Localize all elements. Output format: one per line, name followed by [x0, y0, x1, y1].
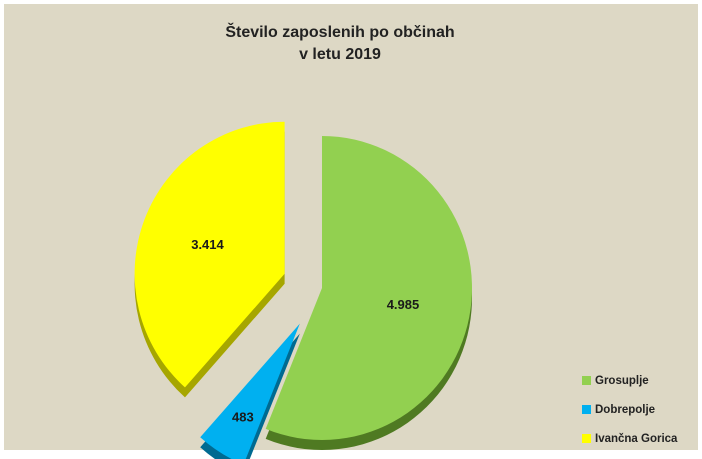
legend-swatch-dobrepolje — [582, 405, 591, 414]
legend-item-grosuplje: Grosupljе — [582, 366, 677, 395]
legend-item-dobrepolje: Dobrepolje — [582, 395, 677, 424]
pie-slice-ivancna-gorica — [134, 121, 285, 388]
data-label-dobrepolje: 483 — [232, 410, 254, 425]
legend-swatch-ivancna-gorica — [582, 434, 591, 443]
legend-label-dobrepolje: Dobrepolje — [595, 403, 656, 416]
data-label-ivancna-gorica: 3.414 — [191, 237, 224, 252]
pie-slice-dobrepolje — [200, 323, 300, 459]
pie-slice-grosuplje — [265, 136, 472, 440]
data-label-grosuplje: 4.985 — [387, 297, 420, 312]
chart-title-line-1: Število zaposlenih po občinah — [225, 24, 455, 41]
chart-title: Število zaposlenih po občinah v letu 201… — [130, 22, 550, 66]
chart-title-line-2: v letu 2019 — [299, 46, 381, 63]
legend-swatch-grosuplje — [582, 376, 591, 385]
legend-label-grosuplje: Grosupljе — [595, 374, 649, 387]
legend-item-ivancna-gorica: Ivančna Gorica — [582, 424, 677, 453]
chart-legend: Grosupljе Dobrepolje Ivančna Gorica — [582, 366, 677, 453]
legend-label-ivancna-gorica: Ivančna Gorica — [595, 432, 678, 445]
